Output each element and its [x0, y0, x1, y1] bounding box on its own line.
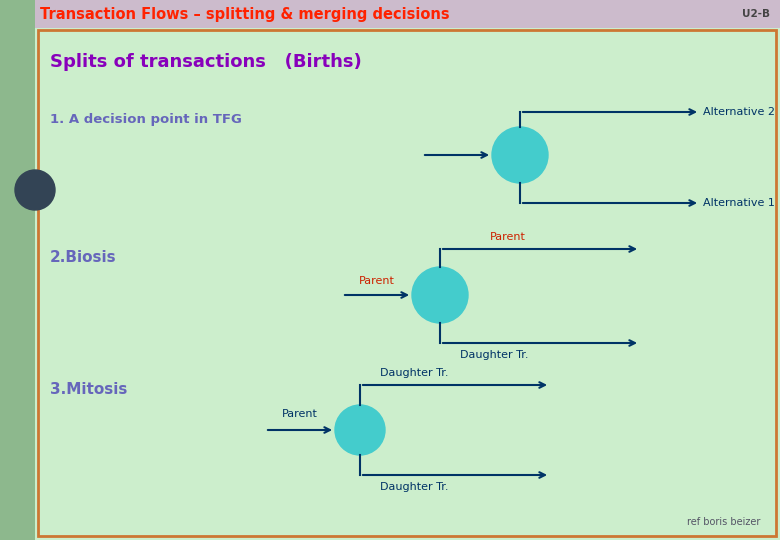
Circle shape: [492, 127, 548, 183]
Text: Parent: Parent: [359, 276, 395, 286]
Text: 3.Mitosis: 3.Mitosis: [50, 382, 127, 397]
Circle shape: [335, 405, 385, 455]
Text: Parent: Parent: [282, 409, 318, 419]
Text: Alternative 2: Alternative 2: [703, 107, 775, 117]
Text: Transaction Flows – splitting & merging decisions: Transaction Flows – splitting & merging …: [40, 6, 449, 22]
Text: Alternative 1: Alternative 1: [703, 198, 775, 208]
Text: Daughter Tr.: Daughter Tr.: [380, 368, 448, 378]
Text: ref boris beizer: ref boris beizer: [686, 517, 760, 527]
Text: Daughter Tr.: Daughter Tr.: [380, 482, 448, 492]
Text: Splits of transactions   (Births): Splits of transactions (Births): [50, 53, 362, 71]
Bar: [35, 0, 780, 28]
Text: 2.Biosis: 2.Biosis: [50, 251, 117, 266]
Text: Daughter Tr.: Daughter Tr.: [460, 350, 529, 360]
Circle shape: [15, 170, 55, 210]
Circle shape: [412, 267, 468, 323]
Text: Parent: Parent: [490, 232, 526, 242]
Text: 1. A decision point in TFG: 1. A decision point in TFG: [50, 113, 242, 126]
Text: U2-B: U2-B: [742, 9, 770, 19]
Text: 10: 10: [42, 515, 63, 530]
